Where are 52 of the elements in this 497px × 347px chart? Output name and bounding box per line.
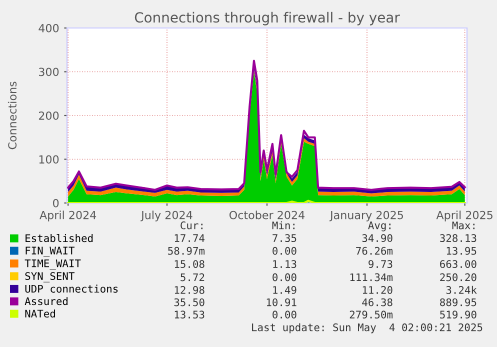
text: 13.95 bbox=[446, 246, 476, 255]
text: 889.95 bbox=[440, 298, 476, 306]
text: 12.98 bbox=[174, 286, 204, 294]
text: 34.90 bbox=[362, 234, 392, 242]
y-tick-label: 300 bbox=[39, 68, 59, 76]
text: 663.00 bbox=[440, 260, 476, 268]
text: 0.00 bbox=[272, 273, 296, 282]
text: 9.73 bbox=[368, 260, 392, 268]
x-tick-label: October 2024 bbox=[229, 210, 305, 220]
x-tick-label: July 2024 bbox=[140, 210, 192, 222]
x-tick-label: January 2025 bbox=[329, 210, 403, 222]
text: 15.08 bbox=[174, 260, 204, 268]
text: 328.13 bbox=[440, 234, 476, 242]
legend-label: TIME_WAIT bbox=[24, 260, 81, 270]
y-axis-title: Connections bbox=[8, 82, 17, 150]
text: 0.00 bbox=[272, 310, 296, 319]
legend-label: NATed bbox=[25, 309, 55, 318]
legend-label: Established bbox=[26, 234, 93, 242]
text: Last update: Sun May 4 02:00:21 2025 bbox=[252, 323, 482, 334]
text: 1.49 bbox=[273, 286, 296, 294]
legend-label: Assured bbox=[24, 297, 68, 306]
y-tick-label: 400 bbox=[38, 24, 59, 32]
x-tick-label: April 2024 bbox=[40, 210, 96, 222]
text: Min: bbox=[272, 221, 294, 230]
text: 46.38 bbox=[362, 298, 392, 306]
text: Avg: bbox=[368, 221, 390, 232]
text: 111.34m bbox=[350, 273, 393, 282]
text: Max: bbox=[452, 222, 474, 230]
text: 10.91 bbox=[266, 298, 296, 306]
text: 3.24k bbox=[446, 286, 477, 294]
legend-label: UDP connections bbox=[25, 284, 118, 293]
text: 1.13 bbox=[273, 260, 296, 268]
text: 7.35 bbox=[272, 234, 296, 242]
y-tick-label: 200 bbox=[38, 111, 59, 120]
text: 5.72 bbox=[180, 273, 204, 282]
text: 11.20 bbox=[362, 286, 392, 294]
legend-label: SYN_SENT bbox=[25, 272, 75, 282]
chart-title: Connections through firewall - by year bbox=[134, 12, 400, 26]
y-tick-label: 0 bbox=[53, 198, 59, 208]
text: 519.90 bbox=[440, 310, 476, 319]
x-tick-label: April 2025 bbox=[436, 210, 492, 222]
text: 35.50 bbox=[174, 298, 204, 306]
text: 17.74 bbox=[174, 234, 205, 242]
text: 250.20 bbox=[440, 273, 476, 282]
text: 58.97m bbox=[168, 246, 205, 255]
text: Cur: bbox=[180, 221, 202, 230]
text: 0.00 bbox=[272, 246, 296, 255]
legend-label: FIN_WAIT bbox=[26, 246, 75, 257]
text: 13.53 bbox=[174, 310, 204, 319]
y-tick-label: 100 bbox=[39, 155, 59, 164]
text: 279.50m bbox=[350, 310, 393, 319]
text: 76.26m bbox=[356, 246, 393, 255]
